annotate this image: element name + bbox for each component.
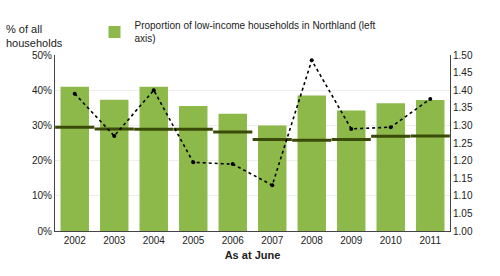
svg-text:1.10: 1.10 [453, 190, 473, 201]
svg-text:% of allhouseholds: % of allhouseholds [6, 23, 63, 49]
svg-text:2005: 2005 [182, 235, 205, 246]
svg-text:As at June: As at June [225, 249, 281, 261]
svg-text:1.15: 1.15 [453, 173, 473, 184]
svg-text:2008: 2008 [301, 235, 324, 246]
svg-text:2006: 2006 [222, 235, 245, 246]
svg-text:2010: 2010 [380, 235, 403, 246]
svg-text:2009: 2009 [340, 235, 363, 246]
svg-text:2003: 2003 [103, 235, 126, 246]
svg-text:2011: 2011 [419, 235, 441, 246]
svg-text:0%: 0% [38, 226, 53, 237]
svg-text:1.20: 1.20 [453, 155, 473, 166]
svg-text:1.25: 1.25 [453, 138, 473, 149]
svg-text:30%: 30% [32, 120, 52, 131]
svg-text:1.45: 1.45 [453, 67, 473, 78]
svg-text:1.30: 1.30 [453, 120, 473, 131]
svg-text:10%: 10% [32, 190, 52, 201]
svg-text:2007: 2007 [261, 235, 284, 246]
svg-text:Proportion of low-income house: Proportion of low-income households in N… [135, 20, 376, 44]
svg-text:1.50: 1.50 [453, 50, 473, 61]
svg-text:1.05: 1.05 [453, 208, 473, 219]
svg-text:40%: 40% [32, 85, 52, 96]
svg-text:2002: 2002 [64, 235, 87, 246]
svg-text:1.40: 1.40 [453, 85, 473, 96]
svg-text:20%: 20% [32, 155, 52, 166]
svg-text:1.35: 1.35 [453, 102, 473, 113]
svg-text:50%: 50% [32, 50, 52, 61]
svg-text:1.00: 1.00 [453, 226, 473, 237]
svg-text:2004: 2004 [143, 235, 166, 246]
